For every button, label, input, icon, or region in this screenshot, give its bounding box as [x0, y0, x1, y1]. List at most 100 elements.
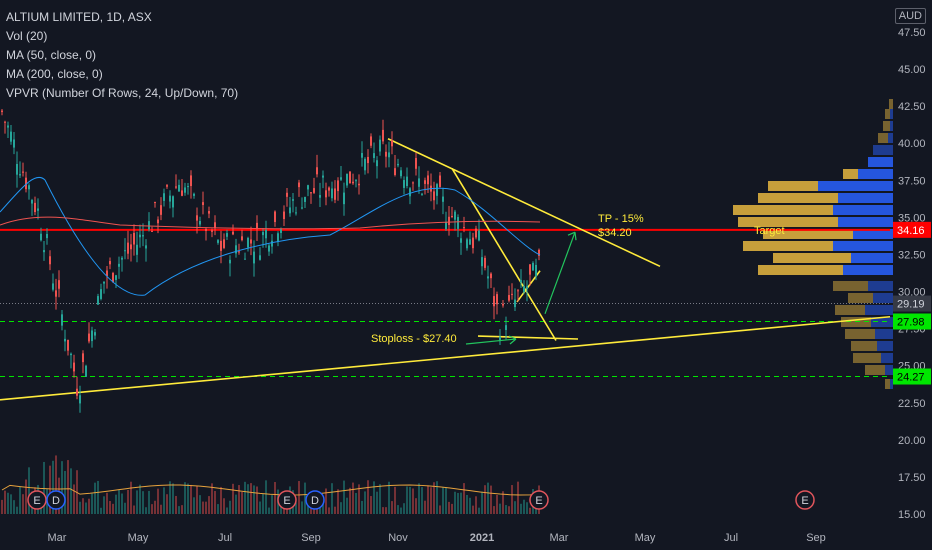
candle-body	[253, 251, 255, 264]
volume-bar	[442, 487, 444, 514]
candle-body	[190, 175, 192, 187]
earnings-event-marker: E	[529, 490, 549, 510]
volume-bar	[235, 494, 237, 514]
volume-bar	[529, 507, 531, 514]
candle-body	[37, 208, 39, 211]
dividend-event-marker: D	[305, 490, 325, 510]
target-arrow	[544, 232, 576, 314]
stoploss-arrow-head	[508, 335, 517, 345]
volume-bar	[526, 502, 528, 514]
volume-bar	[28, 467, 30, 514]
volume-bar	[145, 507, 147, 514]
x-tick-label: 2021	[470, 532, 494, 544]
volume-bar	[199, 495, 201, 514]
volume-bar	[403, 503, 405, 514]
profile-bar-down	[843, 169, 858, 179]
volume-bar	[472, 505, 474, 514]
volume-bar	[13, 500, 15, 514]
trend-line	[387, 138, 661, 268]
volume-bar	[478, 507, 480, 514]
candle-body	[238, 251, 240, 253]
candle-body	[73, 362, 75, 372]
volume-bar	[481, 491, 483, 514]
candle-body	[211, 230, 213, 232]
candle-body	[181, 190, 183, 196]
y-tick-label: 37.50	[898, 175, 926, 187]
volume-bar	[85, 502, 87, 514]
volume-bar	[385, 507, 387, 514]
volume-bar	[187, 483, 189, 514]
candle-body	[400, 170, 402, 177]
indicator-vpvr[interactable]: VPVR (Number Of Rows, 24, Up/Down, 70)	[6, 86, 239, 100]
candle-body	[469, 239, 471, 245]
candle-body	[361, 153, 363, 158]
profile-bar-up	[871, 317, 893, 327]
indicator-volume[interactable]: Vol (20)	[6, 29, 48, 43]
candle-body	[286, 192, 288, 197]
stoploss-label: Stoploss - $27.40	[371, 333, 457, 345]
volume-bar	[151, 504, 153, 514]
chart-annotations: TP - 15% $34.20 Target Stoploss - $27.40	[371, 213, 785, 345]
candle-body	[61, 314, 63, 326]
y-tick-label: 32.50	[898, 249, 926, 261]
profile-bar-up	[833, 205, 893, 215]
volume-bar	[244, 481, 246, 514]
candle-body	[172, 196, 174, 208]
candle-body	[409, 188, 411, 197]
volume-bar	[217, 504, 219, 514]
candle-body	[31, 199, 33, 204]
volume-bar	[325, 488, 327, 514]
volume-bar	[421, 487, 423, 514]
candle-body	[310, 192, 312, 194]
volume-bar	[127, 489, 129, 514]
target-arrow-head	[567, 231, 577, 241]
event-circle	[27, 490, 47, 510]
candle-body	[268, 245, 270, 252]
volume-bar	[67, 460, 69, 514]
profile-bar-up	[890, 109, 893, 119]
moving-averages	[0, 176, 541, 296]
candle-body	[124, 250, 126, 252]
x-tick-label: Sep	[806, 532, 826, 544]
volume-bar	[10, 494, 12, 514]
volume-bar	[343, 480, 345, 514]
volume-profile	[733, 99, 893, 389]
candle-body	[247, 237, 249, 248]
trend-line	[451, 168, 557, 341]
volume-bar	[64, 470, 66, 514]
profile-bar-down	[733, 205, 833, 215]
volume-bar	[361, 500, 363, 514]
profile-bar-up	[877, 341, 893, 351]
currency-badge[interactable]: AUD	[894, 8, 926, 24]
profile-bar-up	[838, 217, 893, 227]
volume-bar	[274, 482, 276, 514]
indicator-ma200[interactable]: MA (200, close, 0)	[6, 67, 103, 81]
volume-bar	[457, 492, 459, 514]
indicator-ma50[interactable]: MA (50, close, 0)	[6, 48, 97, 62]
candle-body	[187, 186, 189, 188]
x-tick-label: Mar	[48, 532, 67, 544]
candle-body	[538, 249, 540, 256]
candle-body	[199, 220, 201, 225]
candle-body	[388, 152, 390, 158]
profile-bar-down	[835, 305, 865, 315]
volume-bar	[340, 502, 342, 514]
candle-body	[412, 182, 414, 184]
candle-body	[520, 280, 522, 283]
volume-bar	[460, 492, 462, 514]
volume-bar	[466, 494, 468, 514]
volume-bar	[496, 494, 498, 514]
volume-bar	[103, 496, 105, 514]
profile-bar-up	[890, 121, 893, 131]
profile-bar-down	[768, 181, 818, 191]
volume-bar	[520, 503, 522, 514]
volume-bar	[238, 485, 240, 514]
volume-bar	[301, 501, 303, 514]
profile-bar-down	[848, 293, 873, 303]
candle-body	[535, 264, 537, 277]
volume-bar	[148, 490, 150, 514]
volume-bar	[133, 505, 135, 514]
event-letter: E	[33, 495, 40, 507]
profile-bar-up	[843, 265, 893, 275]
